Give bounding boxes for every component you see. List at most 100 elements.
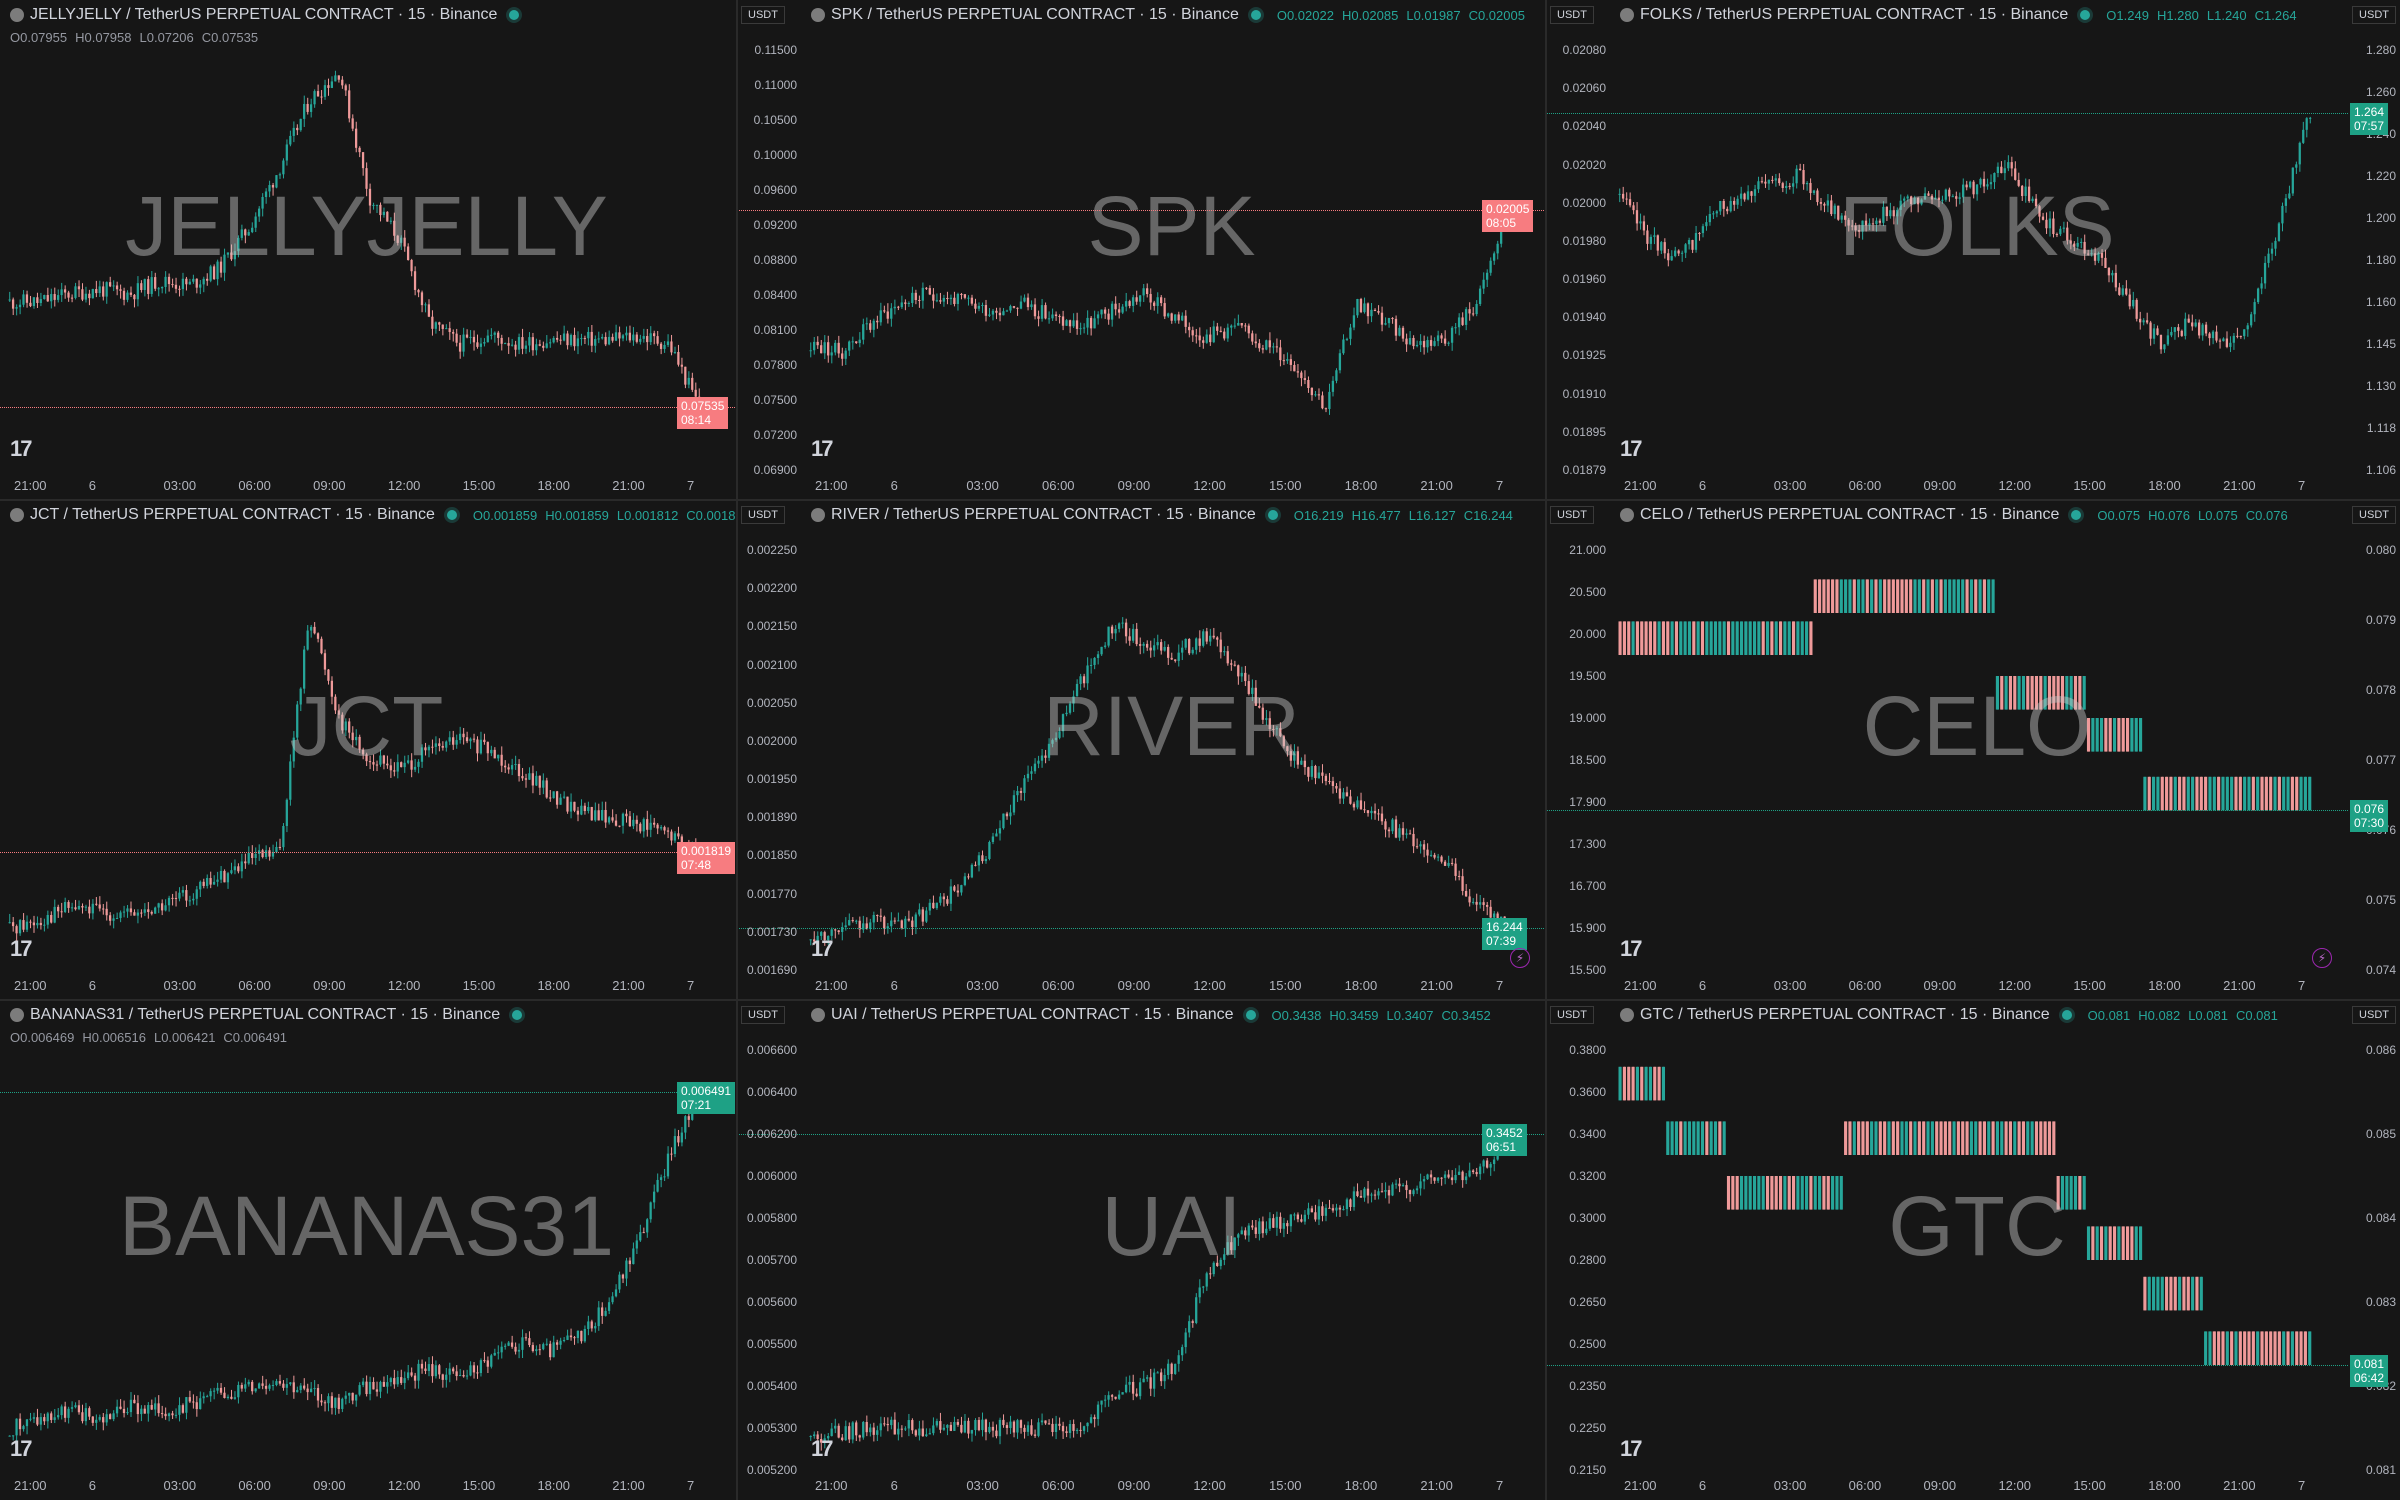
symbol-legend[interactable]: CELO / TetherUS PERPETUAL CONTRACT · 15 … [1620,506,2296,524]
tradingview-logo-icon[interactable]: 17 [811,436,834,461]
symbol-title[interactable]: SPK / TetherUS PERPETUAL CONTRACT · 15 ·… [831,6,1239,23]
time-axis[interactable]: 21:00 6 03:00 06:00 09:00 12:00 15:00 18:00 21:0… [737,478,1546,498]
lightning-icon[interactable]: ⚡ [1510,948,1530,968]
price-axis[interactable]: 0.3800 0.3600 0.3400 0.3200 0.3000 0.2800 0.26… [1546,1000,1610,1500]
tradingview-logo-icon[interactable]: 17 [1620,936,1643,961]
candles-spk[interactable] [737,0,1546,500]
symbol-title[interactable]: RIVER / TetherUS PERPETUAL CONTRACT · 15… [831,506,1256,523]
chart-panel-celo[interactable]: CELO CELO / TetherUS PERPETUAL CONTRACT ·… [1546,500,2400,1000]
candle-body [1289,1214,1292,1227]
candle-body [2260,776,2264,811]
tradingview-logo-icon[interactable]: 17 [10,436,33,461]
candle-body [1809,621,1813,655]
price-axis[interactable]: 0.02080 0.02060 0.02040 0.02020 0.02000 0.019… [1546,0,1610,500]
price-axis[interactable]: 0.11500 0.11000 0.10500 0.10000 0.09600 0.092… [737,0,801,500]
candle-body [1328,391,1331,409]
time-axis[interactable]: 21:00 6 03:00 06:00 09:00 12:00 15:00 18:00 21:0… [737,978,1546,998]
currency-button[interactable]: USDT [2352,1006,2396,1024]
currency-button[interactable]: USDT [741,6,785,24]
candles-jellyjelly[interactable] [0,0,737,500]
candles-river[interactable] [737,500,1546,1000]
candles-folks[interactable] [1546,0,2400,500]
symbol-legend[interactable]: UAI / TetherUS PERPETUAL CONTRACT · 15 ·… [811,1006,1499,1024]
candle-body [2021,676,2026,710]
price-axis[interactable]: 0.006600 0.006400 0.006200 0.006000 0.005800… [737,1000,801,1500]
symbol-legend[interactable]: FOLKS / TetherUS PERPETUAL CONTRACT · 15… [1620,6,2305,24]
time-axis[interactable]: 21:00 6 03:00 06:00 09:00 12:00 15:00 18:00 21:0… [1546,1478,2400,1498]
currency-button[interactable]: USDT [1550,1006,1594,1024]
currency-button[interactable]: USDT [1550,506,1594,524]
candle-body [2156,328,2159,335]
tradingview-logo-icon[interactable]: 17 [10,936,33,961]
time-axis[interactable]: 21:00 6 03:00 06:00 09:00 12:00 15:00 18:00 21:0… [1546,478,2400,498]
symbol-legend[interactable]: JCT / TetherUS PERPETUAL CONTRACT · 15 ·… [10,506,737,524]
time-axis[interactable]: 21:00 6 03:00 06:00 09:00 12:00 15:00 18:00 21:0… [1546,978,2400,998]
candle-body [1839,1176,1843,1210]
symbol-legend[interactable]: SPK / TetherUS PERPETUAL CONTRACT · 15 ·… [811,6,1533,24]
candle-body [1324,408,1328,410]
symbol-legend[interactable]: RIVER / TetherUS PERPETUAL CONTRACT · 15… [811,506,1521,524]
time-axis[interactable]: 21:00 6 03:00 06:00 09:00 12:00 15:00 18:00 21:0… [737,1478,1546,1498]
tradingview-logo-icon[interactable]: 17 [811,1436,834,1461]
currency-button[interactable]: USDT [741,506,785,524]
chart-panel-jct[interactable]: JCT JCT / TetherUS PERPETUAL CONTRACT · 1… [0,500,737,1000]
time-axis[interactable]: 21:00 6 03:00 06:00 09:00 12:00 15:00 18:00 21:0… [0,1478,737,1498]
chart-panel-gtc[interactable]: GTC GTC / TetherUS PERPETUAL CONTRACT · 1… [1546,1000,2400,1500]
panel-divider[interactable] [0,499,2400,501]
symbol-legend[interactable]: GTC / TetherUS PERPETUAL CONTRACT · 15 ·… [1620,1006,2286,1024]
candle-body [1324,1207,1328,1216]
candles-celo[interactable] [1546,500,2400,1000]
panel-divider[interactable] [0,999,2400,1001]
time-axis[interactable]: 21:00 6 03:00 06:00 09:00 12:00 15:00 18:00 21:0… [0,978,737,998]
chart-panel-spk[interactable]: SPK SPK / TetherUS PERPETUAL CONTRACT · 1… [737,0,1546,500]
candle-body [337,710,340,715]
ohlc-c: C0.02005 [1468,7,1525,23]
candles-gtc[interactable] [1546,1000,2400,1500]
currency-button[interactable]: USDT [1550,6,1594,24]
symbol-title[interactable]: GTC / TetherUS PERPETUAL CONTRACT · 15 ·… [1640,1006,2050,1023]
panel-divider[interactable] [1545,0,1547,1500]
time-axis-tick: 03:00 [163,978,197,993]
symbol-title[interactable]: CELO / TetherUS PERPETUAL CONTRACT · 15 … [1640,506,2060,523]
currency-button[interactable]: USDT [741,1006,785,1024]
price-axis[interactable]: 21.000 20.500 20.000 19.500 19.000 18.500 17.9… [1546,500,1610,1000]
symbol-legend[interactable]: BANANAS31 / TetherUS PERPETUAL CONTRACT … [10,1006,523,1024]
chart-panel-folks[interactable]: FOLKS FOLKS / TetherUS PERPETUAL CONTRACT… [1546,0,2400,500]
candle-body [264,850,268,858]
tradingview-logo-icon[interactable]: 17 [1620,1436,1643,1461]
ohlc-values: O0.075 H0.076 L0.075 C0.076 [2097,508,2295,523]
candles-bananas31[interactable] [0,1000,737,1500]
candle-body [639,1232,642,1241]
symbol-title[interactable]: BANANAS31 / TetherUS PERPETUAL CONTRACT … [30,1006,501,1023]
candles-uai[interactable] [737,1000,1546,1500]
symbol-legend[interactable]: JELLYJELLY / TetherUS PERPETUAL CONTRACT… [10,6,520,24]
chart-panel-jellyjelly[interactable]: JELLYJELLY JELLYJELLY / TetherUS PERPETUA… [0,0,737,500]
candle-body [625,1260,628,1279]
tradingview-logo-icon[interactable]: 17 [10,1436,33,1461]
currency-button[interactable]: USDT [2352,6,2396,24]
right-price-axis[interactable]: 1.2801.2601.2401.2201.2001.1801.1601.145… [2348,0,2400,500]
chart-panel-river[interactable]: RIVER RIVER / TetherUS PERPETUAL CONTRACT… [737,500,1546,1000]
price-axis[interactable]: 0.002250 0.002200 0.002150 0.002100 0.002050… [737,500,801,1000]
candle-body [1700,621,1705,655]
lightning-icon[interactable]: ⚡ [2312,948,2332,968]
currency-button[interactable]: USDT [2352,506,2396,524]
symbol-title[interactable]: UAI / TetherUS PERPETUAL CONTRACT · 15 ·… [831,1006,1234,1023]
time-axis[interactable]: 21:00 6 03:00 06:00 09:00 12:00 15:00 18:00 21:0… [0,478,737,498]
chart-panel-bananas31[interactable]: BANANAS31 BANANAS31 / TetherUS PERPETUAL … [0,1000,737,1500]
candle-body [212,881,216,885]
tradingview-logo-icon[interactable]: 17 [1620,436,1643,461]
candles-jct[interactable] [0,500,737,1000]
candle-body [2099,1226,2104,1260]
symbol-title[interactable]: JCT / TetherUS PERPETUAL CONTRACT · 15 ·… [30,506,435,523]
candle-body [1621,193,1625,199]
symbol-title[interactable]: FOLKS / TetherUS PERPETUAL CONTRACT · 15… [1640,6,2069,23]
tradingview-logo-icon[interactable]: 17 [811,936,834,961]
panel-divider[interactable] [736,0,738,1500]
candle-body [921,1428,924,1437]
chart-panel-uai[interactable]: UAI UAI / TetherUS PERPETUAL CONTRACT · 1… [737,1000,1546,1500]
candle-body [382,1381,385,1387]
symbol-title[interactable]: JELLYJELLY / TetherUS PERPETUAL CONTRACT… [30,6,498,23]
